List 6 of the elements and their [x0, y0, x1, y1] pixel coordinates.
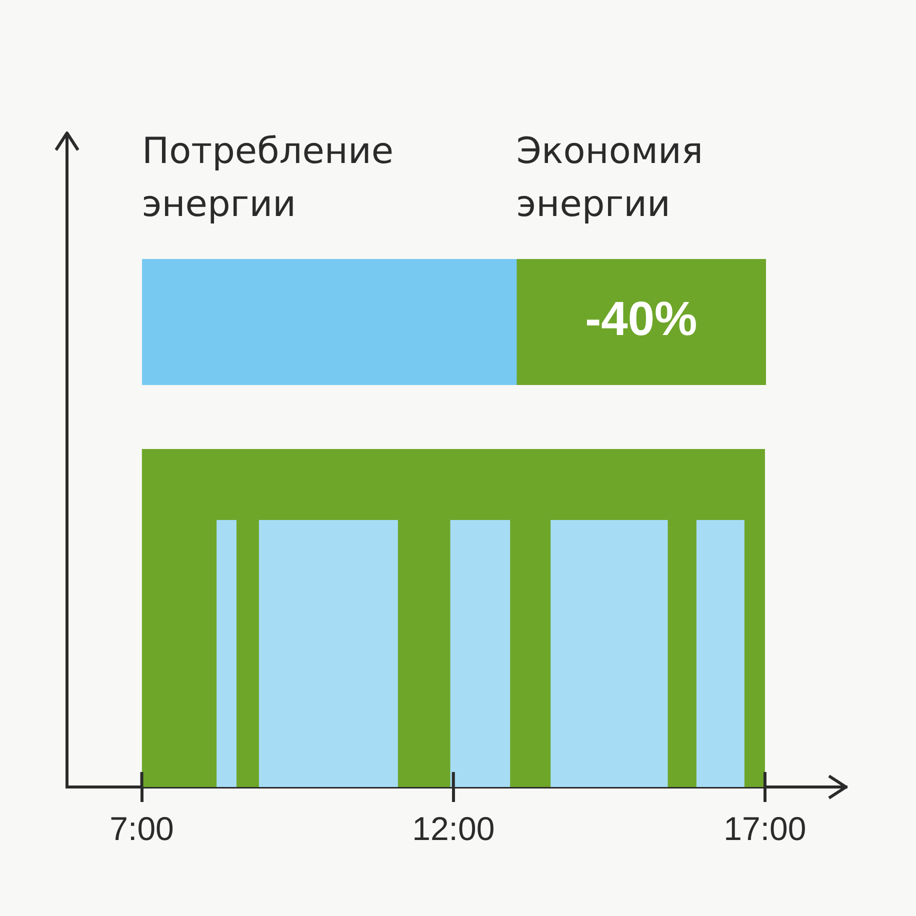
x-tick-label: 17:00	[724, 810, 806, 847]
x-tick-label: 12:00	[412, 810, 495, 847]
series-label: Экономия энергии	[516, 131, 704, 225]
annotation: -40%	[585, 293, 698, 346]
x-tick-label: 7:00	[110, 810, 174, 847]
series-label: Потребление энергии	[142, 131, 394, 225]
